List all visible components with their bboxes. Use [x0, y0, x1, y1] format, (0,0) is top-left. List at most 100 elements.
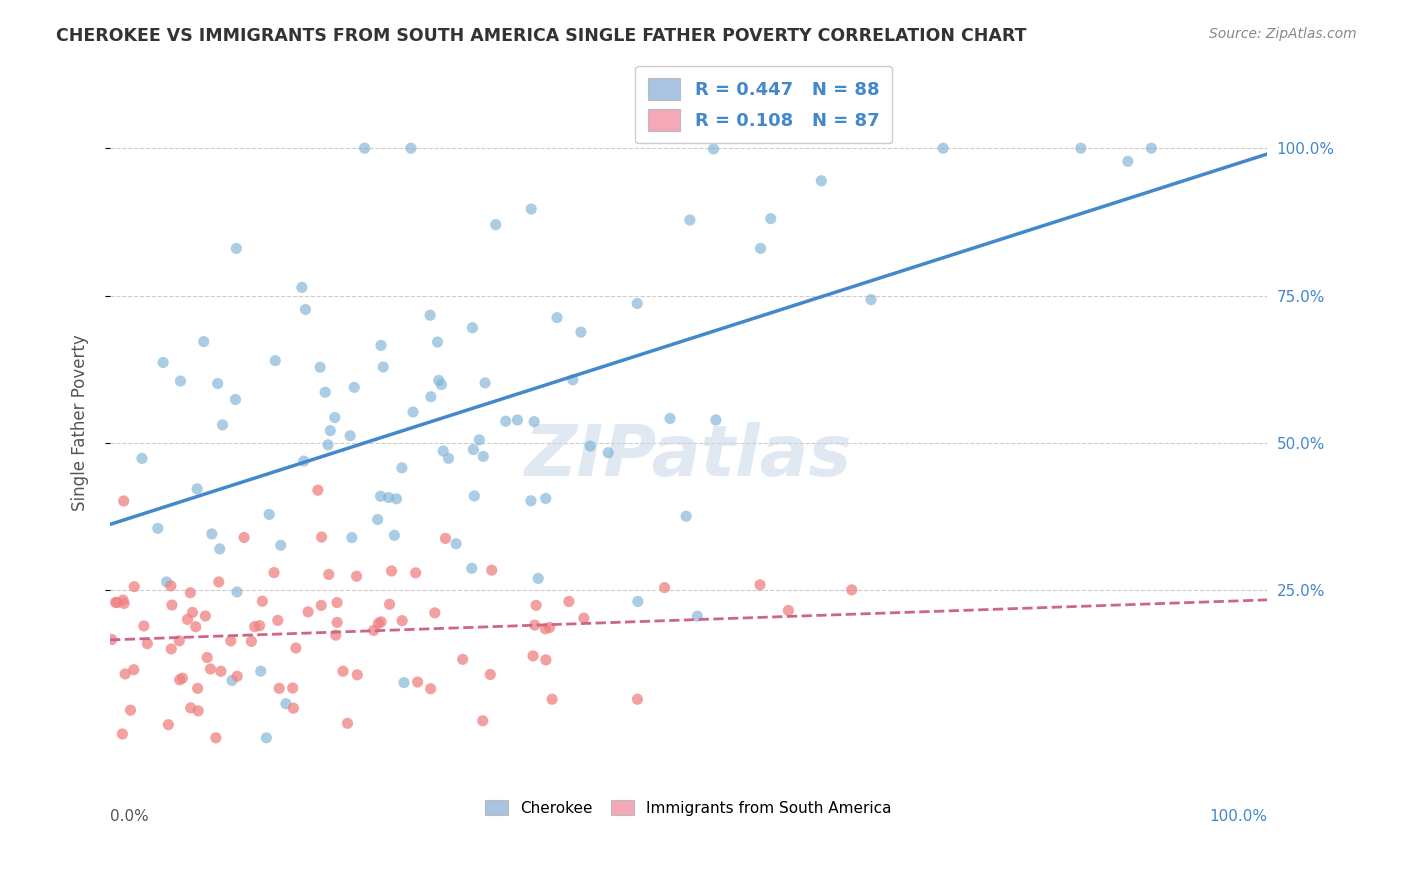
Point — [233, 531, 256, 545]
Point — [932, 141, 955, 155]
Point — [686, 609, 709, 624]
Point — [257, 508, 280, 522]
Point — [209, 665, 232, 679]
Point — [749, 241, 772, 255]
Point — [122, 580, 145, 594]
Text: Source: ZipAtlas.com: Source: ZipAtlas.com — [1209, 27, 1357, 41]
Point — [451, 652, 474, 666]
Point — [654, 581, 676, 595]
Point — [193, 334, 215, 349]
Point — [181, 606, 204, 620]
Point — [111, 727, 134, 741]
Point — [759, 211, 782, 226]
Point — [226, 585, 249, 599]
Point — [270, 538, 292, 552]
Point — [297, 605, 319, 619]
Point — [370, 615, 392, 629]
Point — [160, 598, 183, 612]
Point — [252, 594, 274, 608]
Point — [240, 634, 263, 648]
Point — [208, 541, 231, 556]
Point — [311, 530, 333, 544]
Point — [370, 489, 392, 503]
Point — [860, 293, 883, 307]
Point — [406, 675, 429, 690]
Point — [172, 671, 194, 685]
Point — [432, 444, 454, 458]
Legend: Cherokee, Immigrants from South America: Cherokee, Immigrants from South America — [479, 794, 898, 822]
Point — [169, 374, 191, 388]
Point — [205, 731, 228, 745]
Point — [378, 597, 401, 611]
Point — [419, 308, 441, 322]
Point — [461, 320, 484, 334]
Point — [274, 697, 297, 711]
Point — [307, 483, 329, 498]
Point — [481, 563, 503, 577]
Point — [423, 606, 446, 620]
Point — [434, 532, 457, 546]
Point — [267, 613, 290, 627]
Point — [463, 489, 485, 503]
Point — [524, 599, 547, 613]
Point — [291, 280, 314, 294]
Point — [534, 622, 557, 636]
Point — [160, 579, 183, 593]
Point — [485, 218, 508, 232]
Point — [353, 141, 375, 155]
Point — [534, 491, 557, 506]
Point — [402, 405, 425, 419]
Point — [269, 681, 291, 696]
Point — [405, 566, 427, 580]
Point — [200, 662, 222, 676]
Point — [225, 242, 247, 256]
Text: CHEROKEE VS IMMIGRANTS FROM SOUTH AMERICA SINGLE FATHER POVERTY CORRELATION CHAR: CHEROKEE VS IMMIGRANTS FROM SOUTH AMERIC… — [56, 27, 1026, 45]
Point — [391, 460, 413, 475]
Point — [284, 641, 307, 656]
Point — [520, 202, 543, 216]
Point — [319, 424, 342, 438]
Point — [427, 373, 450, 387]
Point — [104, 595, 127, 609]
Point — [541, 692, 564, 706]
Point — [336, 716, 359, 731]
Point — [101, 632, 124, 647]
Point — [318, 567, 340, 582]
Point — [309, 599, 332, 613]
Point — [522, 648, 544, 663]
Point — [211, 417, 233, 432]
Point — [385, 491, 408, 506]
Point — [339, 429, 361, 443]
Point — [572, 611, 595, 625]
Point — [156, 574, 179, 589]
Point — [346, 569, 368, 583]
Point — [224, 392, 246, 407]
Point — [132, 619, 155, 633]
Text: ZIPatlas: ZIPatlas — [524, 422, 852, 491]
Point — [534, 653, 557, 667]
Point — [292, 454, 315, 468]
Point — [207, 376, 229, 391]
Point — [377, 491, 399, 505]
Point — [627, 594, 650, 608]
Point — [703, 142, 725, 156]
Point — [254, 731, 277, 745]
Point — [195, 650, 218, 665]
Point — [471, 714, 494, 728]
Point — [679, 213, 702, 227]
Point — [201, 527, 224, 541]
Point — [176, 612, 198, 626]
Point — [380, 564, 402, 578]
Point — [1116, 154, 1139, 169]
Point — [184, 620, 207, 634]
Point — [558, 594, 581, 608]
Point — [326, 615, 349, 630]
Point — [325, 628, 347, 642]
Point — [346, 668, 368, 682]
Point — [523, 415, 546, 429]
Point — [114, 667, 136, 681]
Point — [444, 537, 467, 551]
Point — [263, 566, 285, 580]
Point — [340, 531, 363, 545]
Point — [474, 376, 496, 390]
